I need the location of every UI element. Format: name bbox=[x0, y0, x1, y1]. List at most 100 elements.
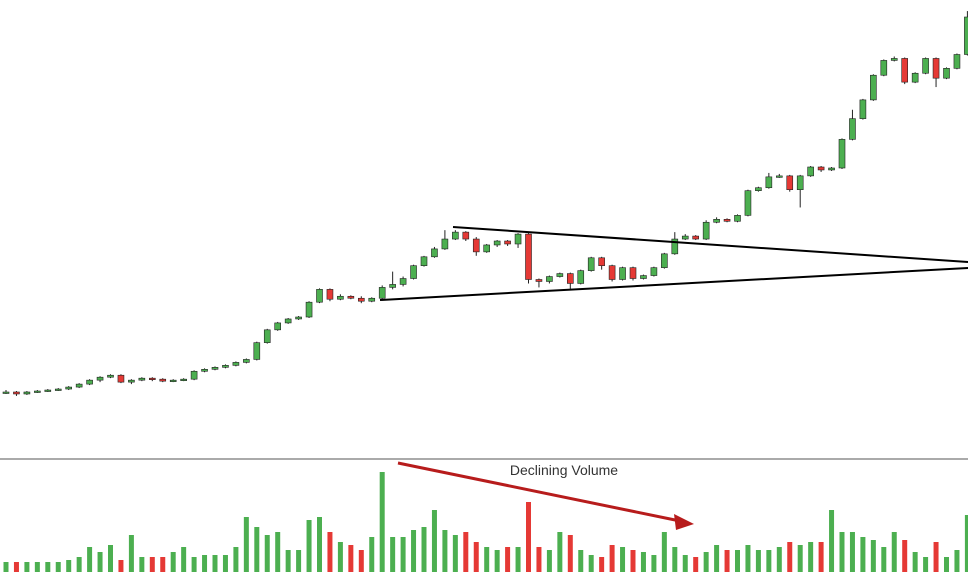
candle-body bbox=[566, 273, 574, 284]
volume-bar bbox=[724, 550, 730, 572]
candle bbox=[608, 264, 616, 282]
candle-body bbox=[431, 248, 438, 258]
volume-bar bbox=[651, 555, 657, 572]
volume-bar bbox=[3, 562, 9, 572]
volume-bar bbox=[421, 527, 427, 572]
candle-body bbox=[149, 377, 156, 380]
candle-body bbox=[828, 167, 835, 171]
volume-bar bbox=[76, 557, 82, 572]
candle bbox=[107, 374, 114, 379]
candle bbox=[807, 166, 814, 177]
lower-trendline bbox=[379, 267, 968, 301]
candle-body bbox=[755, 187, 762, 191]
volume-bar bbox=[870, 540, 876, 572]
candle-body bbox=[169, 379, 177, 382]
candle-body bbox=[65, 386, 72, 390]
candle-body bbox=[368, 297, 376, 302]
volume-bar bbox=[285, 550, 291, 572]
candle bbox=[943, 67, 950, 80]
candle bbox=[347, 295, 355, 300]
volume-bar bbox=[181, 547, 187, 572]
volume-bar bbox=[964, 515, 968, 572]
candle-body bbox=[849, 118, 856, 140]
candle-body bbox=[514, 233, 522, 245]
candle-body bbox=[796, 175, 804, 190]
candle-body bbox=[284, 318, 292, 324]
volume-bar bbox=[13, 562, 19, 572]
volume-bar bbox=[379, 472, 385, 572]
candle-body bbox=[807, 166, 814, 177]
candle-body bbox=[598, 257, 605, 266]
volume-bar bbox=[693, 557, 699, 572]
volume-bar bbox=[358, 550, 364, 572]
volume-bar bbox=[829, 510, 835, 572]
candle-body bbox=[159, 378, 167, 382]
candle bbox=[410, 264, 417, 280]
volume-bar bbox=[34, 562, 40, 572]
volume-bar bbox=[452, 535, 458, 572]
candle bbox=[2, 390, 10, 394]
candle-body bbox=[357, 297, 365, 302]
candle-body bbox=[399, 278, 407, 285]
candle bbox=[849, 109, 856, 141]
volume-bar bbox=[755, 550, 761, 572]
candle-body bbox=[316, 289, 323, 303]
candle bbox=[640, 274, 647, 280]
candle-body bbox=[629, 267, 637, 279]
candle-body bbox=[180, 378, 187, 381]
candle bbox=[483, 243, 491, 253]
candle bbox=[650, 266, 658, 277]
volume-bar bbox=[233, 547, 239, 572]
candle-body bbox=[650, 267, 658, 276]
candle bbox=[702, 220, 710, 241]
candle bbox=[514, 233, 522, 248]
triangle-trendlines bbox=[379, 226, 968, 301]
candle bbox=[953, 53, 961, 70]
candle bbox=[566, 272, 574, 290]
candle bbox=[911, 72, 919, 84]
candle bbox=[692, 235, 700, 241]
volume-bar bbox=[536, 547, 542, 572]
price-panel bbox=[2, 11, 968, 396]
volume-bar bbox=[254, 527, 260, 572]
volume-bar bbox=[557, 532, 563, 572]
candle bbox=[671, 232, 679, 255]
candle-body bbox=[420, 256, 428, 266]
candle-body bbox=[483, 244, 491, 253]
candle-body bbox=[493, 240, 501, 246]
candle-body bbox=[901, 58, 909, 83]
volume-bar bbox=[202, 555, 208, 572]
candle bbox=[817, 166, 825, 172]
candle bbox=[34, 390, 41, 393]
candle bbox=[859, 98, 867, 120]
candle bbox=[796, 174, 804, 208]
candle bbox=[190, 370, 198, 381]
volume-bar bbox=[118, 560, 124, 572]
volume-bar bbox=[578, 550, 584, 572]
arrow-head bbox=[674, 514, 694, 530]
volume-bar bbox=[369, 537, 375, 572]
candle-body bbox=[117, 374, 125, 383]
candle-body bbox=[640, 275, 647, 279]
candle-body bbox=[201, 369, 208, 372]
candle bbox=[149, 377, 156, 382]
volume-bar bbox=[808, 542, 814, 572]
volume-bar bbox=[400, 537, 406, 572]
candle-body bbox=[765, 176, 773, 189]
candle bbox=[838, 138, 846, 169]
candle-body bbox=[661, 253, 668, 268]
candle bbox=[23, 391, 31, 395]
candle bbox=[211, 366, 219, 371]
candle bbox=[723, 218, 731, 223]
candle-body bbox=[681, 235, 689, 240]
candle-body bbox=[608, 265, 616, 280]
candle-body bbox=[880, 60, 888, 76]
candle bbox=[661, 252, 668, 269]
candle bbox=[357, 296, 365, 304]
candle bbox=[201, 368, 208, 373]
volume-bar bbox=[849, 532, 855, 572]
candle bbox=[295, 316, 302, 320]
volume-bar bbox=[275, 532, 281, 572]
candle bbox=[441, 230, 449, 250]
volume-bar bbox=[494, 550, 500, 572]
